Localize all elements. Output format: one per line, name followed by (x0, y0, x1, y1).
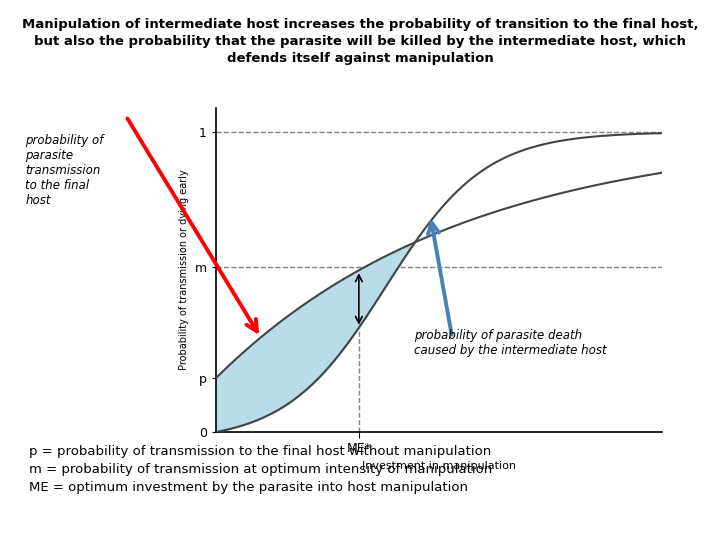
X-axis label: Investment in manipulation: Investment in manipulation (362, 461, 516, 471)
Text: probability of parasite death
caused by the intermediate host: probability of parasite death caused by … (414, 329, 607, 357)
Text: p = probability of transmission to the final host without manipulation
m = proba: p = probability of transmission to the f… (29, 446, 492, 495)
Y-axis label: Probability of transmission or dying early: Probability of transmission or dying ear… (179, 170, 189, 370)
Text: Manipulation of intermediate host increases the probability of transition to the: Manipulation of intermediate host increa… (22, 18, 698, 65)
Text: probability of
parasite
transmission
to the final
host: probability of parasite transmission to … (25, 133, 104, 207)
